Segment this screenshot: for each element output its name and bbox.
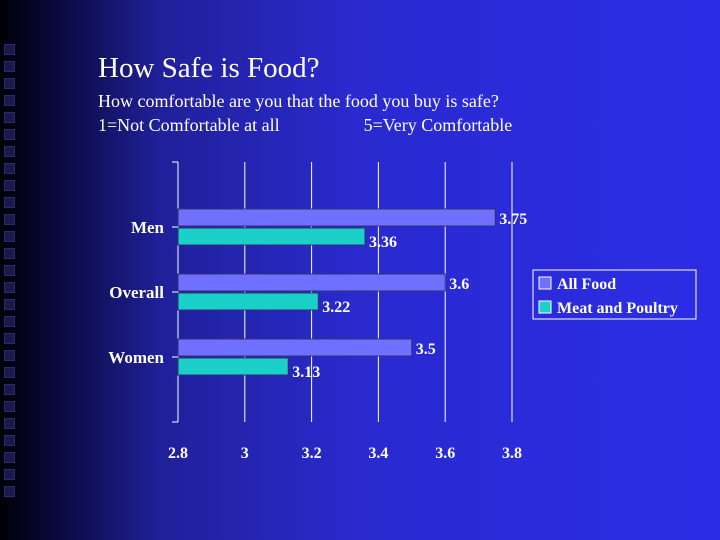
strip-square (4, 350, 15, 361)
strip-square (4, 44, 15, 55)
strip-square (4, 435, 15, 446)
data-label: 3.13 (292, 364, 320, 381)
legend-swatch (538, 300, 552, 314)
x-tick-label: 3.8 (502, 445, 522, 462)
strip-square (4, 452, 15, 463)
x-tick-label: 2.8 (168, 445, 188, 462)
data-label: 3.36 (369, 234, 397, 251)
strip-square (4, 265, 15, 276)
scale-max-label: 5=Very Comfortable (363, 115, 513, 135)
strip-square (4, 61, 15, 72)
category-label: Women (108, 348, 164, 367)
x-tick-label: 3.2 (302, 445, 322, 462)
strip-square (4, 367, 15, 378)
strip-square (4, 384, 15, 395)
x-tick-label: 3.6 (435, 445, 455, 462)
slide-title: How Safe is Food? (98, 52, 320, 84)
strip-square (4, 129, 15, 140)
strip-square (4, 401, 15, 412)
data-label: 3.75 (499, 211, 527, 228)
x-tick-label: 3.4 (368, 445, 388, 462)
strip-square (4, 333, 15, 344)
strip-square (4, 146, 15, 157)
legend-swatch (538, 276, 552, 290)
bar (177, 357, 289, 376)
strip-square (4, 163, 15, 174)
legend-label: All Food (557, 276, 616, 293)
legend-label: Meat and Poultry (557, 300, 678, 317)
strip-square (4, 316, 15, 327)
subtitle-scale: 1=Not Comfortable at all 5=Very Comfortab… (98, 115, 512, 136)
data-label: 3.22 (322, 299, 350, 316)
bar (177, 273, 446, 292)
data-label: 3.6 (449, 276, 469, 293)
strip-square (4, 299, 15, 310)
x-tick-label: 3 (241, 445, 249, 462)
scale-min-label: 1=Not Comfortable at all (98, 115, 280, 135)
bar (177, 208, 496, 227)
decorative-strip (0, 0, 22, 540)
strip-square (4, 214, 15, 225)
bar (177, 338, 413, 357)
legend-box (532, 269, 697, 320)
strip-square (4, 197, 15, 208)
bar (177, 292, 319, 311)
strip-square (4, 78, 15, 89)
strip-square (4, 486, 15, 497)
category-label: Overall (109, 283, 164, 302)
strip-square (4, 418, 15, 429)
strip-square (4, 180, 15, 191)
strip-square (4, 112, 15, 123)
category-label: Men (131, 218, 165, 237)
data-label: 3.5 (416, 341, 436, 358)
strip-square (4, 248, 15, 259)
bar (177, 227, 366, 246)
strip-square (4, 469, 15, 480)
strip-square (4, 282, 15, 293)
strip-square (4, 231, 15, 242)
strip-square (4, 95, 15, 106)
subtitle-question: How comfortable are you that the food yo… (98, 91, 499, 111)
